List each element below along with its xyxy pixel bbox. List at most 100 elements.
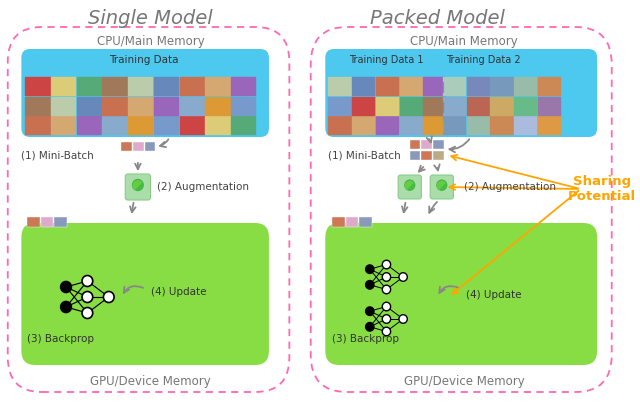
Bar: [354, 102, 372, 112]
Bar: [330, 121, 348, 131]
Text: GPU/Device Memory: GPU/Device Memory: [404, 375, 525, 388]
Bar: [399, 116, 422, 134]
Bar: [426, 102, 444, 112]
Bar: [493, 121, 511, 131]
Circle shape: [399, 273, 407, 281]
Circle shape: [382, 302, 390, 311]
Wedge shape: [437, 182, 445, 189]
Bar: [208, 121, 227, 131]
Bar: [208, 102, 227, 112]
Bar: [538, 96, 560, 114]
Bar: [423, 116, 445, 134]
Bar: [77, 96, 101, 114]
Bar: [423, 77, 445, 95]
Bar: [445, 121, 463, 131]
Bar: [234, 121, 253, 131]
Bar: [402, 121, 420, 131]
Bar: [468, 82, 486, 92]
Circle shape: [399, 315, 407, 323]
FancyBboxPatch shape: [325, 49, 597, 137]
Bar: [180, 116, 204, 134]
Bar: [467, 116, 489, 134]
Bar: [231, 116, 255, 134]
Bar: [378, 121, 396, 131]
Bar: [426, 82, 444, 92]
Bar: [105, 121, 124, 131]
FancyBboxPatch shape: [125, 174, 150, 200]
Bar: [28, 82, 47, 92]
Bar: [51, 96, 76, 114]
Text: (1) Mini-Batch: (1) Mini-Batch: [328, 150, 401, 160]
Bar: [540, 102, 558, 112]
Bar: [28, 102, 47, 112]
Text: (1) Mini-Batch: (1) Mini-Batch: [21, 150, 94, 160]
Circle shape: [61, 282, 72, 293]
Bar: [399, 77, 422, 95]
Circle shape: [61, 302, 72, 313]
Circle shape: [437, 180, 447, 190]
Circle shape: [382, 285, 390, 294]
Bar: [105, 102, 124, 112]
Circle shape: [382, 273, 390, 281]
Text: (3) Backprop: (3) Backprop: [332, 334, 399, 344]
Bar: [378, 82, 396, 92]
Bar: [53, 82, 73, 92]
Bar: [433, 151, 444, 160]
Bar: [352, 116, 374, 134]
Bar: [410, 140, 420, 149]
Text: Training Data 2: Training Data 2: [446, 55, 521, 65]
Bar: [231, 77, 255, 95]
Circle shape: [365, 280, 374, 289]
Bar: [330, 102, 348, 112]
Bar: [354, 82, 372, 92]
Bar: [540, 82, 558, 92]
Bar: [402, 82, 420, 92]
Bar: [516, 82, 534, 92]
Bar: [516, 121, 534, 131]
Bar: [467, 77, 489, 95]
Bar: [490, 116, 513, 134]
Circle shape: [405, 180, 415, 190]
Bar: [180, 77, 204, 95]
Bar: [346, 217, 358, 227]
Bar: [421, 151, 432, 160]
Bar: [423, 96, 445, 114]
Bar: [538, 77, 560, 95]
Bar: [402, 102, 420, 112]
Circle shape: [382, 327, 390, 336]
Text: (4) Update: (4) Update: [150, 287, 206, 297]
Bar: [182, 82, 202, 92]
Bar: [234, 82, 253, 92]
Text: Single Model: Single Model: [88, 9, 213, 28]
FancyBboxPatch shape: [21, 223, 269, 365]
Bar: [25, 77, 49, 95]
Bar: [154, 116, 178, 134]
Bar: [231, 96, 255, 114]
Bar: [182, 121, 202, 131]
Bar: [468, 102, 486, 112]
Bar: [330, 82, 348, 92]
Bar: [77, 116, 101, 134]
Bar: [79, 102, 99, 112]
Bar: [128, 116, 152, 134]
Bar: [376, 77, 398, 95]
Bar: [445, 102, 463, 112]
FancyBboxPatch shape: [325, 223, 597, 365]
Bar: [493, 102, 511, 112]
Bar: [128, 96, 152, 114]
Circle shape: [365, 265, 374, 274]
Bar: [359, 217, 372, 227]
Bar: [443, 116, 465, 134]
Bar: [79, 121, 99, 131]
Bar: [180, 96, 204, 114]
Bar: [376, 96, 398, 114]
Bar: [445, 82, 463, 92]
Bar: [467, 96, 489, 114]
Text: Packed Model: Packed Model: [369, 9, 504, 28]
Circle shape: [82, 308, 93, 319]
Circle shape: [365, 322, 374, 331]
Bar: [102, 77, 127, 95]
Bar: [102, 116, 127, 134]
Text: (3) Backprop: (3) Backprop: [27, 334, 94, 344]
FancyBboxPatch shape: [21, 49, 269, 137]
